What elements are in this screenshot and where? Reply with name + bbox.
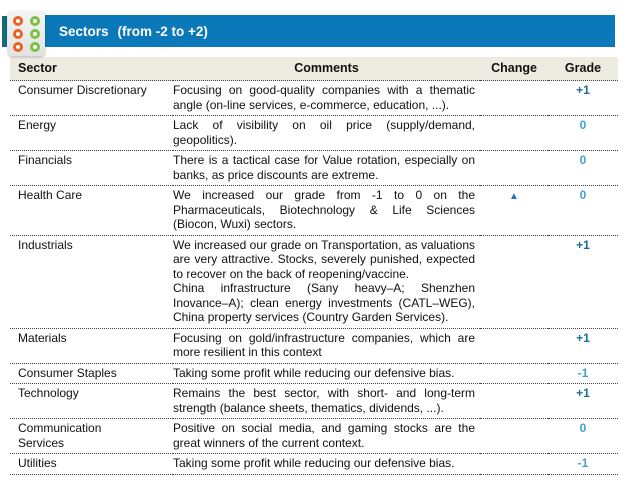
table-row: Utilities Taking some profit while reduci… [10, 453, 618, 475]
grade-cell: -1 [548, 363, 618, 384]
grade-cell: 0 [548, 150, 618, 186]
change-up-icon: ▲ [509, 191, 519, 202]
grade-cell: +1 [548, 328, 618, 364]
change-cell [480, 235, 548, 329]
comment-paragraph: Positive on social media, and gaming sto… [173, 421, 475, 450]
comment-paragraph: China infrastructure (Sany heavy–A; Shen… [173, 281, 475, 324]
table-row: Industrials We increased our grade on Tra… [10, 235, 618, 329]
logo-dot-icon [13, 15, 23, 26]
logo-dot-icon [13, 41, 23, 52]
column-header-change: Change [480, 57, 548, 81]
sector-cell: Consumer Discretionary [10, 80, 173, 116]
table-row: Consumer Staples Taking some profit while… [10, 363, 618, 384]
change-cell [480, 363, 548, 384]
comment-cell: Lack of visibility on oil price (supply/… [173, 115, 480, 151]
grade-cell: 0 [548, 115, 618, 151]
change-cell: ▲ [480, 185, 548, 236]
column-header-sector: Sector [10, 57, 173, 81]
column-header-comments: Comments [173, 57, 480, 81]
comment-paragraph: Focusing on good-quality companies with … [173, 83, 475, 112]
brand-accent-bar [2, 16, 7, 47]
comment-cell: Focusing on good-quality companies with … [173, 80, 480, 116]
table-row: Energy Lack of visibility on oil price (s… [10, 115, 618, 151]
comment-paragraph: Taking some profit while reducing our de… [173, 456, 455, 470]
comment-cell: Positive on social media, and gaming sto… [173, 418, 480, 454]
sector-cell: Communication Services [10, 418, 173, 454]
comment-cell: There is a tactical case for Value rotat… [173, 150, 480, 186]
sectors-table: Sector Comments Change Grade Consumer Di… [10, 57, 618, 475]
sector-cell: Technology [10, 383, 173, 419]
sectors-table-wrap: Sector Comments Change Grade Consumer Di… [10, 57, 618, 475]
comment-paragraph: Focusing on gold/infrastructure companie… [173, 330, 475, 360]
logo-dot-icon [30, 15, 40, 26]
grade-cell: +1 [548, 383, 618, 419]
table-row: Communication Services Positive on social… [10, 418, 618, 454]
comment-cell: Taking some profit while reducing our de… [173, 453, 480, 475]
logo-dot-icon [13, 28, 23, 39]
comment-paragraph: Taking some profit while reducing our de… [173, 365, 455, 380]
grade-cell: -1 [548, 453, 618, 475]
sector-cell: Energy [10, 115, 173, 151]
column-header-grade: Grade [548, 57, 618, 81]
table-row: Materials Focusing on gold/infrastructure… [10, 328, 618, 364]
logo-dot-icon [30, 28, 40, 39]
comment-cell: Focusing on gold/infrastructure companie… [173, 328, 480, 364]
comment-cell: We increased our grade from -1 to 0 on t… [173, 185, 480, 236]
change-cell [480, 418, 548, 454]
table-header-row: Sector Comments Change Grade [10, 57, 618, 81]
grade-cell: 0 [548, 418, 618, 454]
logo-dot-icon [30, 41, 40, 52]
comment-paragraph: Lack of visibility on oil price (supply/… [173, 118, 475, 147]
table-row: Consumer Discretionary Focusing on good-q… [10, 80, 618, 116]
sector-cell: Health Care [10, 185, 173, 236]
table-row: Technology Remains the best sector, with … [10, 383, 618, 419]
table-row: Financials There is a tactical case for V… [10, 150, 618, 186]
grade-cell: 0 [548, 185, 618, 236]
change-cell [480, 80, 548, 116]
section-title-range: (from -2 to +2) [117, 23, 208, 39]
comment-cell: We increased our grade on Transportation… [173, 235, 480, 329]
comment-paragraph: There is a tactical case for Value rotat… [173, 153, 475, 182]
sector-cell: Industrials [10, 235, 173, 329]
sector-cell: Consumer Staples [10, 363, 173, 384]
sector-cell: Financials [10, 150, 173, 186]
brand-logo [8, 11, 45, 56]
section-title-bar: Sectors (from -2 to +2) [28, 15, 615, 47]
comment-paragraph: We increased our grade from -1 to 0 on t… [173, 188, 475, 231]
sector-cell: Materials [10, 328, 173, 364]
grade-cell: +1 [548, 80, 618, 116]
comment-cell: Taking some profit while reducing our de… [173, 363, 480, 384]
table-body: Consumer Discretionary Focusing on good-q… [10, 80, 618, 475]
table-row: Health Care We increased our grade from -… [10, 185, 618, 236]
change-cell [480, 150, 548, 186]
grade-cell: +1 [548, 235, 618, 329]
comment-paragraph: Remains the best sector, with short- and… [173, 386, 475, 415]
change-cell [480, 383, 548, 419]
change-cell [480, 328, 548, 364]
section-title: Sectors [59, 23, 109, 39]
change-cell [480, 115, 548, 151]
change-cell [480, 453, 548, 475]
sector-cell: Utilities [10, 453, 173, 475]
comment-paragraph: We increased our grade on Transportation… [173, 237, 475, 281]
comment-cell: Remains the best sector, with short- and… [173, 383, 480, 419]
